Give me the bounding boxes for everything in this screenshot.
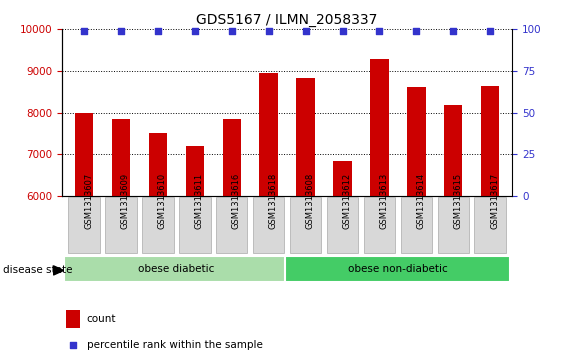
Point <box>449 28 458 34</box>
Text: GSM1313608: GSM1313608 <box>306 172 315 229</box>
FancyBboxPatch shape <box>327 197 358 253</box>
Point <box>301 28 310 34</box>
Text: GSM1313610: GSM1313610 <box>158 172 167 229</box>
Bar <box>407 87 426 363</box>
Bar <box>66 310 80 328</box>
Point <box>79 28 88 34</box>
FancyBboxPatch shape <box>179 197 211 253</box>
Point <box>117 28 126 34</box>
Text: GSM1313607: GSM1313607 <box>84 172 93 229</box>
Text: GSM1313614: GSM1313614 <box>417 172 425 229</box>
FancyBboxPatch shape <box>142 197 173 253</box>
Point <box>486 28 495 34</box>
Text: GSM1313611: GSM1313611 <box>195 172 204 229</box>
Point <box>264 28 273 34</box>
Text: GSM1313609: GSM1313609 <box>121 172 130 229</box>
Bar <box>149 133 167 363</box>
Bar <box>296 78 315 363</box>
FancyBboxPatch shape <box>216 197 248 253</box>
Point <box>227 28 236 34</box>
FancyBboxPatch shape <box>285 256 511 282</box>
FancyBboxPatch shape <box>364 197 395 253</box>
Point <box>190 28 199 34</box>
Bar <box>370 59 388 363</box>
Point <box>69 342 78 347</box>
Text: percentile rank within the sample: percentile rank within the sample <box>87 339 262 350</box>
Text: GSM1313612: GSM1313612 <box>342 172 351 229</box>
FancyBboxPatch shape <box>401 197 432 253</box>
FancyBboxPatch shape <box>64 256 289 282</box>
Bar <box>75 113 93 363</box>
Text: GSM1313617: GSM1313617 <box>490 172 499 229</box>
Text: count: count <box>87 314 116 324</box>
Point <box>153 28 162 34</box>
Bar <box>186 146 204 363</box>
Bar <box>333 160 352 363</box>
Text: GSM1313618: GSM1313618 <box>269 172 278 229</box>
Bar <box>222 119 241 363</box>
FancyBboxPatch shape <box>475 197 506 253</box>
Text: GSM1313613: GSM1313613 <box>379 172 388 229</box>
Title: GDS5167 / ILMN_2058337: GDS5167 / ILMN_2058337 <box>196 13 378 26</box>
FancyBboxPatch shape <box>105 197 137 253</box>
FancyBboxPatch shape <box>68 197 100 253</box>
Polygon shape <box>53 266 64 275</box>
FancyBboxPatch shape <box>253 197 284 253</box>
Text: obese diabetic: obese diabetic <box>138 264 215 274</box>
Text: disease state: disease state <box>3 265 72 276</box>
FancyBboxPatch shape <box>290 197 321 253</box>
Point <box>338 28 347 34</box>
Bar <box>444 105 462 363</box>
Bar <box>112 119 130 363</box>
Point <box>375 28 384 34</box>
Text: GSM1313615: GSM1313615 <box>453 172 462 229</box>
FancyBboxPatch shape <box>437 197 469 253</box>
Text: GSM1313616: GSM1313616 <box>232 172 241 229</box>
Text: obese non-diabetic: obese non-diabetic <box>348 264 448 274</box>
Point <box>412 28 421 34</box>
Bar <box>260 73 278 363</box>
Bar <box>481 86 499 363</box>
